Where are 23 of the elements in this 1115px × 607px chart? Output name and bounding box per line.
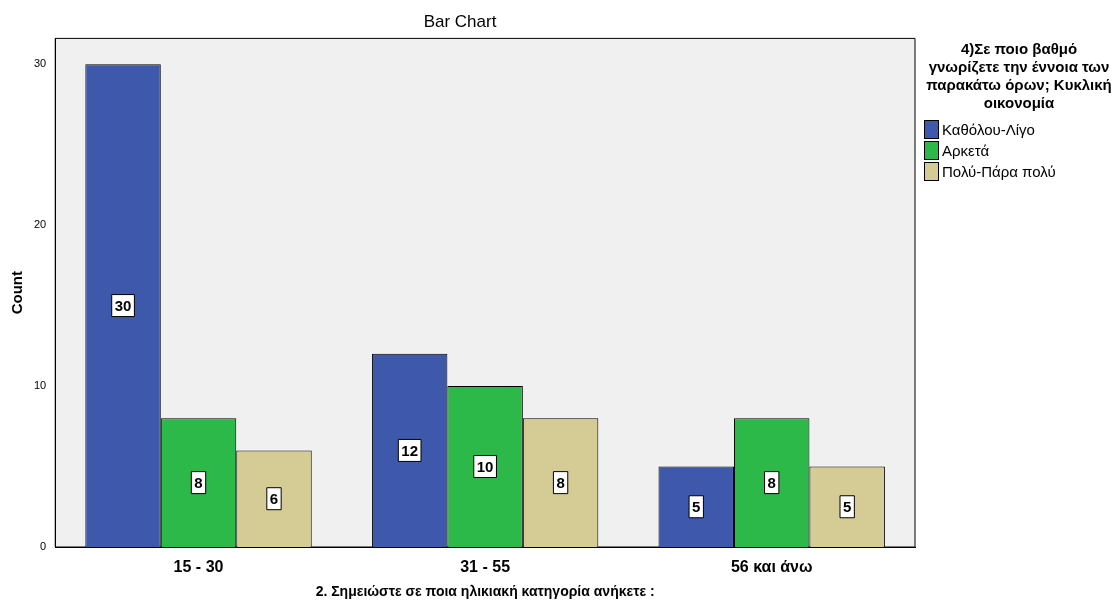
x-axis-title: 2. Σημειώστε σε ποια ηλικιακή κατηγορία ανήκετε : — [315, 583, 655, 600]
legend-title: 4)Σε ποιο βαθμό γνωρίζετε την έννοια των παρακάτω όρων; Κυκλική οικονομία — [925, 40, 1113, 112]
y-tick-label: 10 — [33, 379, 47, 392]
x-tick-label: 31 - 55 — [460, 558, 511, 576]
data-label: 5 — [692, 497, 701, 515]
x-tick-label: 56 και άνω — [730, 558, 813, 576]
legend-label: Καθόλου-Λίγο — [942, 121, 1035, 138]
data-label: 8 — [194, 473, 203, 491]
data-label: 6 — [269, 489, 279, 507]
data-label: 5 — [843, 497, 852, 515]
data-label: 12 — [401, 441, 418, 459]
data-label: 8 — [556, 473, 565, 491]
legend-label: Αρκετά — [942, 142, 990, 159]
y-tick-label: 20 — [33, 218, 47, 231]
y-tick-label: 30 — [33, 57, 47, 70]
data-label: 10 — [476, 457, 494, 475]
chart-title: Bar Chart — [423, 11, 497, 31]
y-axis-title: Count — [8, 271, 26, 315]
data-label: 8 — [767, 473, 776, 491]
y-tick-label: 0 — [40, 540, 47, 553]
x-tick-label: 15 - 30 — [173, 558, 224, 576]
legend-label: Πολύ-Πάρα πολύ — [942, 163, 1056, 180]
data-label: 30 — [114, 296, 132, 314]
